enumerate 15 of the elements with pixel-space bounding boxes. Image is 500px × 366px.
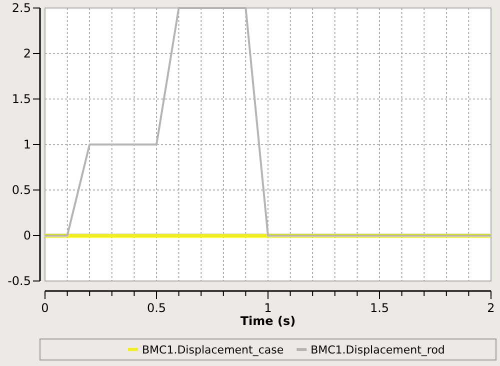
- x-axis-title: Time (s): [240, 314, 296, 328]
- x-tick-label: 1: [264, 301, 272, 315]
- legend-label: BMC1.Displacement_rod: [310, 343, 445, 356]
- x-tick-label: 0.5: [146, 301, 166, 315]
- y-tick-label: 2.5: [12, 1, 31, 16]
- y-tick-label: 1.5: [12, 92, 31, 106]
- y-tick-label: -0.5: [8, 274, 31, 288]
- y-tick-label: 0.5: [12, 183, 31, 198]
- y-tick-label: 0: [23, 228, 31, 243]
- y-tick-label: 2: [23, 46, 31, 61]
- x-tick-label: 2: [487, 301, 495, 315]
- x-tick-label: 0: [41, 301, 49, 315]
- legend-label: BMC1.Displacement_case: [142, 343, 284, 356]
- x-tick-label: 1.5: [370, 301, 390, 315]
- y-tick-label: 1: [23, 138, 31, 152]
